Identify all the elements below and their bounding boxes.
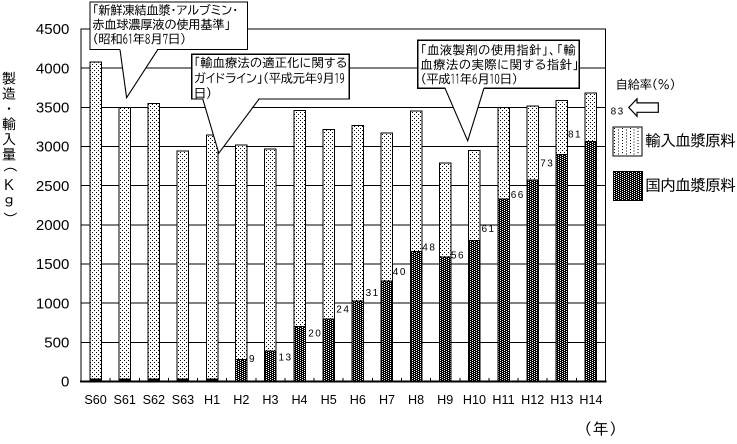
svg-text:1000: 1000 (36, 295, 69, 312)
svg-text:H5: H5 (321, 393, 337, 407)
svg-text:H1: H1 (204, 393, 220, 407)
svg-text:66: 66 (511, 190, 525, 201)
svg-text:2000: 2000 (36, 217, 69, 234)
svg-text:H11: H11 (492, 393, 514, 407)
svg-text:61: 61 (482, 224, 496, 235)
svg-text:0: 0 (61, 374, 69, 391)
svg-text:40: 40 (393, 267, 407, 278)
svg-text:H13: H13 (550, 393, 573, 407)
svg-text:S61: S61 (113, 393, 135, 407)
svg-text:20: 20 (308, 328, 322, 339)
svg-text:S63: S63 (172, 393, 194, 407)
svg-text:56: 56 (451, 251, 465, 262)
svg-text:H14: H14 (579, 393, 602, 407)
svg-text:H9: H9 (437, 393, 453, 407)
svg-text:24: 24 (336, 304, 350, 315)
svg-text:H4: H4 (291, 393, 307, 407)
svg-text:3000: 3000 (36, 139, 69, 156)
svg-text:S62: S62 (143, 393, 165, 407)
svg-text:500: 500 (44, 335, 69, 352)
svg-text:4500: 4500 (36, 21, 69, 38)
svg-text:H8: H8 (408, 393, 424, 407)
svg-text:73: 73 (540, 159, 554, 170)
svg-text:48: 48 (422, 242, 436, 253)
svg-text:H12: H12 (521, 393, 544, 407)
svg-text:83: 83 (611, 107, 625, 118)
svg-text:31: 31 (366, 288, 380, 299)
svg-text:H6: H6 (350, 393, 366, 407)
svg-text:S60: S60 (84, 393, 106, 407)
svg-text:2500: 2500 (36, 178, 69, 195)
svg-text:H3: H3 (262, 393, 278, 407)
svg-text:H7: H7 (379, 393, 395, 407)
svg-text:81: 81 (568, 130, 582, 141)
svg-text:4000: 4000 (36, 60, 69, 77)
svg-text:9: 9 (249, 354, 256, 365)
svg-text:1500: 1500 (36, 256, 69, 273)
svg-text:13: 13 (279, 352, 293, 363)
svg-text:H10: H10 (463, 393, 486, 407)
svg-text:H2: H2 (233, 393, 249, 407)
svg-text:3500: 3500 (36, 100, 69, 117)
